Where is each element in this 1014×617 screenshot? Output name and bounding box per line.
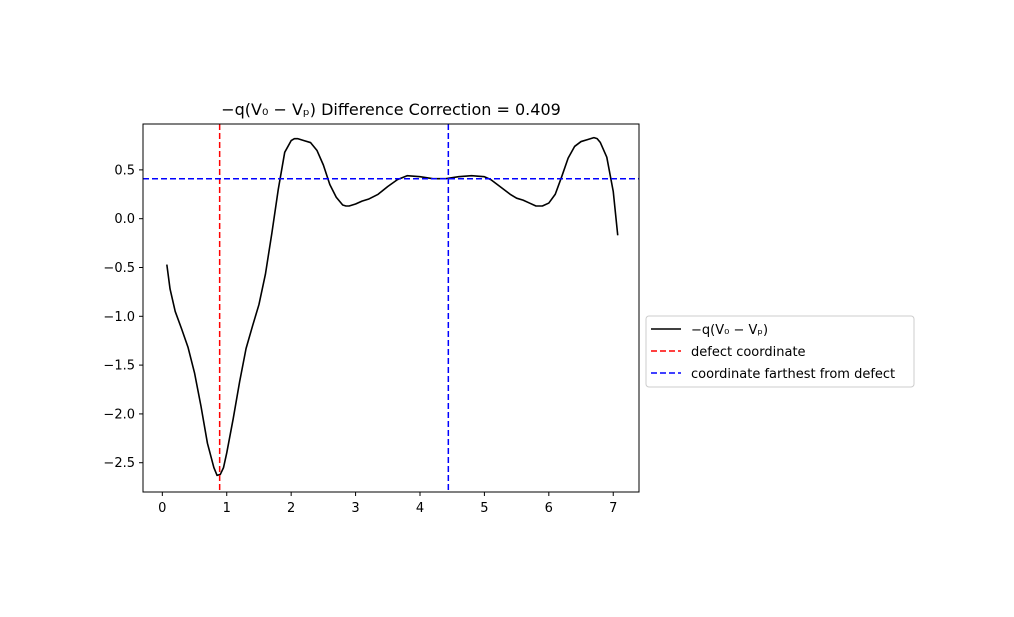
chart-title: −q(V₀ − Vₚ) Difference Correction = 0.40… xyxy=(221,100,561,119)
y-tick-label: −1.5 xyxy=(103,359,135,374)
y-axis: 0.5 0.0 −0.5 −1.0 −1.5 −2.0 −2.5 xyxy=(103,163,143,471)
x-tick-label: 6 xyxy=(545,501,553,516)
plot-frame xyxy=(142,123,640,493)
potential-difference-line xyxy=(166,136,619,477)
legend-label: coordinate farthest from defect xyxy=(691,367,895,382)
legend: −q(V₀ − Vₚ) defect coordinate coordinate f… xyxy=(645,315,915,388)
data-layer xyxy=(143,124,639,492)
x-axis: 0 1 2 3 4 5 6 7 xyxy=(158,492,617,516)
plot-area: 0 1 2 3 4 5 6 7 0.5 0.0 −0.5 −1.0 −1.5 −2.0 −2.5 xyxy=(103,123,640,516)
x-tick-label: 1 xyxy=(223,501,231,516)
y-tick-label: −1.0 xyxy=(103,310,135,325)
y-tick-label: 0.0 xyxy=(114,212,135,227)
x-tick-label: 4 xyxy=(416,501,424,516)
y-tick-label: −2.0 xyxy=(103,407,135,422)
x-tick-label: 2 xyxy=(287,501,295,516)
legend-label: defect coordinate xyxy=(691,345,806,360)
y-tick-label: −0.5 xyxy=(103,261,135,276)
x-tick-label: 7 xyxy=(609,501,617,516)
y-tick-label: 0.5 xyxy=(114,163,135,178)
y-tick-label: −2.5 xyxy=(103,456,135,471)
x-tick-label: 3 xyxy=(351,501,359,516)
legend-box xyxy=(645,315,915,388)
legend-label: −q(V₀ − Vₚ) xyxy=(691,323,768,338)
x-tick-label: 5 xyxy=(480,501,488,516)
x-tick-label: 0 xyxy=(158,501,166,516)
